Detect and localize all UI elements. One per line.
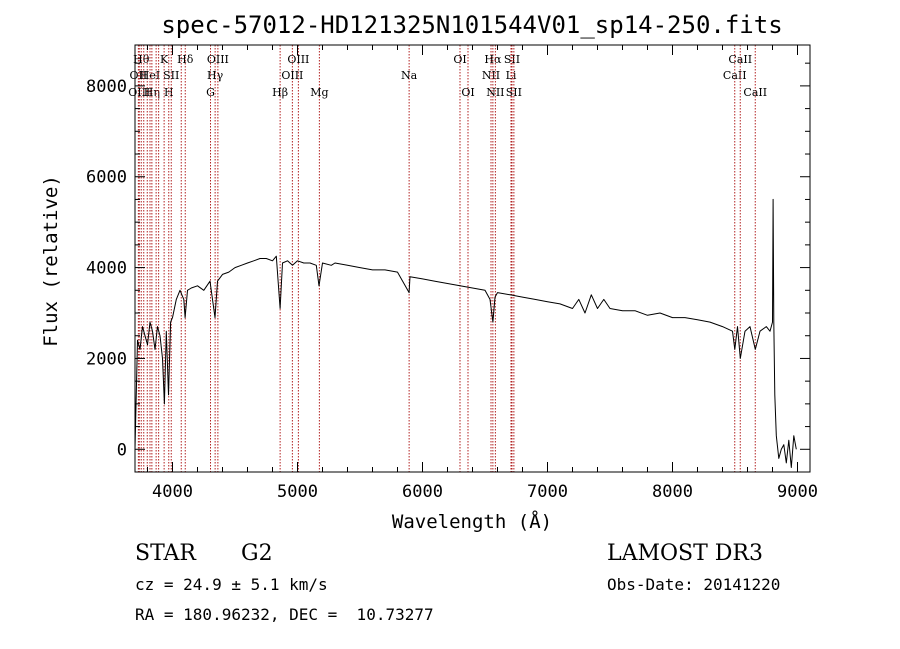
line-marker-label: HeI: [140, 69, 160, 82]
line-marker-label: CaII: [728, 53, 752, 66]
x-tick-label: 7000: [527, 482, 568, 502]
y-axis-label: Flux (relative): [40, 175, 62, 347]
y-tick-label: 2000: [86, 349, 127, 369]
y-tick-label: 4000: [86, 259, 127, 279]
flux-series: [134, 198, 797, 468]
line-marker-label: G: [206, 86, 215, 99]
line-marker-label: OI: [453, 53, 466, 66]
subclass: G2: [241, 541, 273, 566]
x-tick-label: 5000: [277, 482, 318, 502]
redshift-text: cz = 24.9 ± 5.1 km/s: [135, 575, 328, 594]
y-tick-label: 8000: [86, 77, 127, 97]
line-marker-label: Hδ: [177, 53, 194, 66]
spectral-line-markers: OIIOIIIHθHeIHηKHSIIHδGHγOIIIHβOIIIOIIIMg…: [128, 45, 767, 472]
y-tick-label: 6000: [86, 168, 127, 188]
x-tick-label: 9000: [777, 482, 818, 502]
line-marker-label: OIII: [207, 53, 229, 66]
line-marker-label: OIII: [287, 53, 309, 66]
x-tick-label: 4000: [152, 482, 193, 502]
line-marker-label: OIII: [128, 86, 150, 99]
line-marker-label: Hη: [144, 86, 160, 99]
line-marker-label: Li: [506, 69, 517, 82]
x-tick-label: 8000: [652, 482, 693, 502]
y-tick-label: 0: [117, 440, 127, 460]
line-marker-label: CaII: [743, 86, 767, 99]
flux-line: [134, 198, 797, 468]
coordinates: RA = 180.96232, DEC = 10.73277: [135, 605, 434, 624]
line-marker-label: CaII: [723, 69, 747, 82]
obs-date: Obs-Date: 20141220: [607, 575, 780, 594]
survey-name: LAMOST DR3: [607, 541, 763, 566]
line-marker-label: K: [160, 53, 169, 66]
line-marker-label: Mg: [310, 86, 328, 99]
chart-title: spec-57012-HD121325N101544V01_sp14-250.f…: [161, 11, 782, 39]
line-marker-label: NII: [482, 69, 500, 82]
line-marker-label: Hβ: [272, 86, 288, 99]
x-axis-label: Wavelength (Å): [392, 510, 552, 533]
line-marker-label: NII: [486, 86, 504, 99]
line-marker-label: SII: [163, 69, 179, 82]
line-marker-label: Hγ: [207, 69, 224, 82]
x-tick-label: 6000: [402, 482, 443, 502]
line-marker-label: H: [164, 86, 174, 99]
line-marker-label: SII: [504, 53, 520, 66]
line-marker-label: OIII: [281, 69, 303, 82]
line-marker-label: SII: [506, 86, 522, 99]
plot-frame: [134, 44, 811, 473]
line-marker-label: OII: [130, 69, 148, 82]
line-marker-label: Hα: [484, 53, 502, 66]
plot-axes: 4000 5000 6000 7000 8000 9000 0 2000 4000 6000 800…: [86, 44, 818, 502]
line-marker-label: OI: [461, 86, 474, 99]
object-type: STAR: [135, 541, 197, 566]
line-marker-label: Na: [401, 69, 418, 82]
